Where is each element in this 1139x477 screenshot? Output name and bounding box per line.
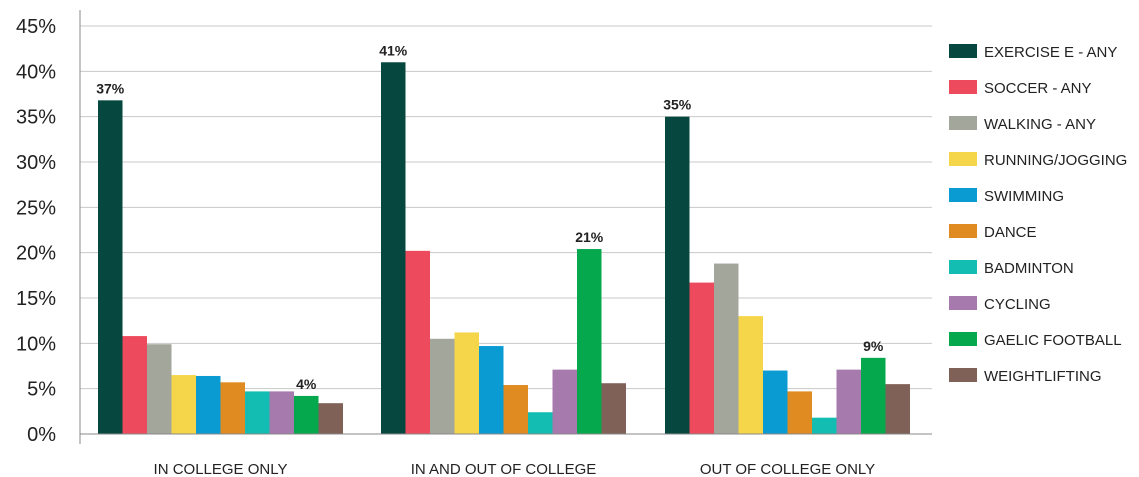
legend-label: SWIMMING	[984, 188, 1064, 205]
axes	[79, 10, 932, 444]
bar	[787, 391, 812, 434]
legend-swatch	[949, 368, 977, 382]
bar	[861, 357, 886, 434]
data-label: 21%	[575, 229, 604, 245]
legend-label: SOCCER - ANY	[984, 80, 1092, 97]
legend-label: WEIGHTLIFTING	[984, 368, 1102, 385]
legend-swatch	[949, 116, 977, 130]
legend-swatch	[949, 224, 977, 238]
legend-swatch	[949, 152, 977, 166]
bar	[294, 395, 319, 434]
legend-swatch	[949, 44, 977, 58]
y-tick-label: 40%	[16, 61, 56, 83]
data-label: 9%	[863, 338, 884, 354]
bar	[430, 338, 455, 434]
bar	[98, 100, 123, 434]
bar	[196, 375, 221, 434]
bar	[122, 336, 147, 434]
bar	[577, 249, 602, 434]
y-tick-label: 35%	[16, 107, 56, 129]
legend-item[interactable]: EXERCISE E - ANY	[949, 44, 1117, 61]
bar	[405, 250, 430, 434]
bar	[885, 384, 910, 434]
bar	[245, 391, 270, 434]
legend-item[interactable]: BADMINTON	[949, 260, 1074, 277]
gridlines	[80, 25, 932, 390]
data-label: 37%	[96, 80, 125, 96]
legend-item[interactable]: DANCE	[949, 224, 1037, 241]
y-tick-label: 20%	[16, 243, 56, 265]
y-tick-label: 10%	[16, 333, 56, 355]
y-axis-tick-labels: 0% 5% 10% 15% 20% 25% 30% 35% 40% 45%	[16, 16, 56, 446]
legend[interactable]: EXERCISE E - ANY SOCCER - ANY WALKING - AN…	[949, 44, 1127, 385]
bar	[812, 417, 837, 434]
x-category-label: IN COLLEGE ONLY	[154, 461, 288, 477]
bar	[763, 370, 788, 434]
legend-item[interactable]: CYCLING	[949, 296, 1051, 313]
bar	[503, 385, 528, 434]
legend-item[interactable]: WEIGHTLIFTING	[949, 368, 1102, 385]
legend-label: EXERCISE E - ANY	[984, 44, 1117, 61]
bar	[220, 382, 245, 434]
x-axis-category-labels: IN COLLEGE ONLY IN AND OUT OF COLLEGE OUT …	[154, 461, 876, 477]
data-label: 41%	[379, 42, 408, 58]
y-tick-label: 0%	[27, 424, 56, 446]
bar	[738, 316, 763, 434]
bar	[171, 375, 196, 434]
data-label: 35%	[663, 97, 692, 113]
y-tick-label: 15%	[16, 288, 56, 310]
legend-item[interactable]: RUNNING/JOGGING	[949, 152, 1127, 169]
legend-label: RUNNING/JOGGING	[984, 152, 1127, 169]
bar	[318, 403, 343, 434]
bar	[454, 332, 479, 434]
legend-item[interactable]: SWIMMING	[949, 188, 1064, 205]
y-tick-label: 45%	[16, 16, 56, 38]
legend-label: WALKING - ANY	[984, 116, 1096, 133]
legend-swatch	[949, 80, 977, 94]
legend-swatch	[949, 296, 977, 310]
bars	[98, 62, 910, 435]
legend-label: CYCLING	[984, 296, 1051, 313]
bar	[269, 391, 294, 434]
bar	[147, 344, 172, 434]
y-tick-label: 25%	[16, 197, 56, 219]
bar	[689, 282, 714, 434]
x-category-label: OUT OF COLLEGE ONLY	[700, 461, 875, 477]
y-tick-label: 30%	[16, 152, 56, 174]
legend-item[interactable]: WALKING - ANY	[949, 116, 1096, 133]
legend-label: BADMINTON	[984, 260, 1074, 277]
bar	[836, 369, 861, 434]
data-labels: 37% 4% 41% 21% 35% 9%	[96, 42, 884, 392]
legend-swatch	[949, 260, 977, 274]
bar	[381, 62, 406, 435]
legend-label: GAELIC FOOTBALL	[984, 332, 1122, 349]
legend-swatch	[949, 188, 977, 202]
bar	[528, 412, 553, 434]
bar	[665, 116, 690, 435]
bar	[714, 263, 739, 434]
legend-label: DANCE	[984, 224, 1037, 241]
x-category-label: IN AND OUT OF COLLEGE	[411, 461, 597, 477]
legend-item[interactable]: SOCCER - ANY	[949, 80, 1092, 97]
legend-item[interactable]: GAELIC FOOTBALL	[949, 332, 1122, 349]
data-label: 4%	[296, 376, 317, 392]
bar	[479, 346, 504, 434]
bar	[601, 383, 626, 434]
bar	[552, 369, 577, 434]
legend-swatch	[949, 332, 977, 346]
y-tick-label: 5%	[27, 379, 56, 401]
